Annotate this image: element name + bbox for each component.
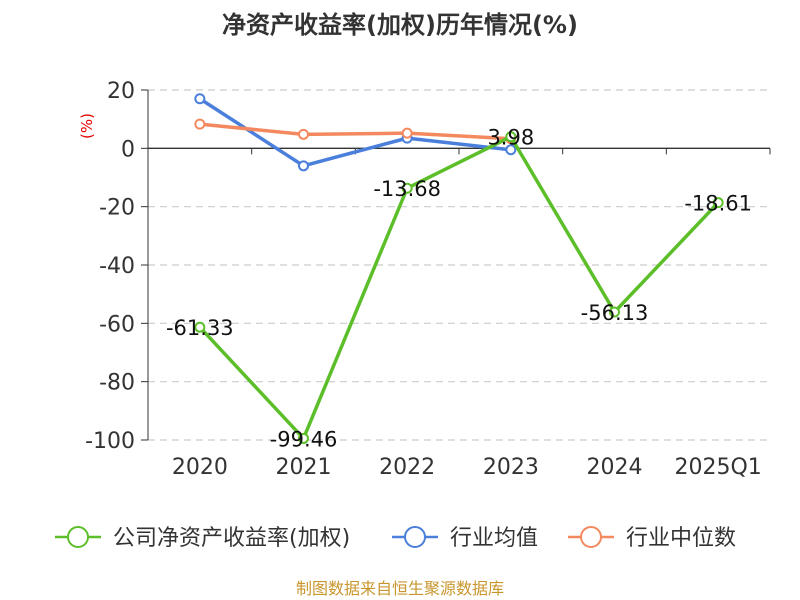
data-label: -18.61 [684,192,752,216]
x-tick-label: 2022 [379,455,435,480]
data-point [298,128,309,140]
data-label: -99.46 [270,427,338,451]
data-point [401,182,413,194]
y-tick-label: -80 [99,371,135,396]
legend-swatch-marker [580,526,602,548]
data-point [401,127,413,139]
data-point [505,131,517,143]
data-point [505,144,517,156]
legend-label: 公司净资产收益率(加权) [113,526,350,551]
data-point [194,93,206,105]
series-line [198,134,720,441]
x-tick-label: 2020 [172,455,228,480]
axes: 20 0 -20 -40 -60 -80 -100 2020 2021 2022 2023 2024 2… [85,79,771,480]
legend-swatch-marker [67,526,89,548]
data-point [298,160,309,172]
y-tick-label: -100 [85,429,135,454]
data-point [712,197,724,209]
data-point [194,118,206,130]
legend: 公司净资产收益率(加权) 行业均值 行业中位数 [55,526,736,551]
y-tick-label: 0 [121,137,135,162]
y-tick-label: -20 [99,196,135,221]
x-tick-label: 2021 [276,455,332,480]
x-tick-label: 2023 [483,455,539,480]
data-labels: -61.33 -99.46 -13.68 3.98 -56.13 -18.61 [166,126,752,452]
data-label: 3.98 [487,126,534,150]
data-point [194,321,206,333]
x-tick-label: 2025Q1 [675,455,762,480]
legend-label: 行业均值 [450,526,538,551]
y-tick-label: -40 [99,254,135,279]
chart-title: 净资产收益率(加权)历年情况(%) [222,11,578,39]
y-tick-label: 20 [107,79,135,104]
data-label: -13.68 [373,177,441,201]
data-point [609,306,620,318]
legend-swatch-marker [404,526,426,548]
source-note: 制图数据来自恒生聚源数据库 [296,579,504,598]
x-tick-label: 2024 [587,455,643,480]
data-label: -56.13 [581,301,649,325]
y-unit-label: (%) [78,113,96,139]
y-tick-label: -60 [99,312,135,337]
legend-label: 行业中位数 [626,526,736,551]
grid-lines [148,89,770,441]
series-lines [194,93,724,444]
data-label: -61.33 [166,316,234,340]
series-line [198,97,512,168]
data-point [298,432,309,444]
series-line [199,122,511,141]
